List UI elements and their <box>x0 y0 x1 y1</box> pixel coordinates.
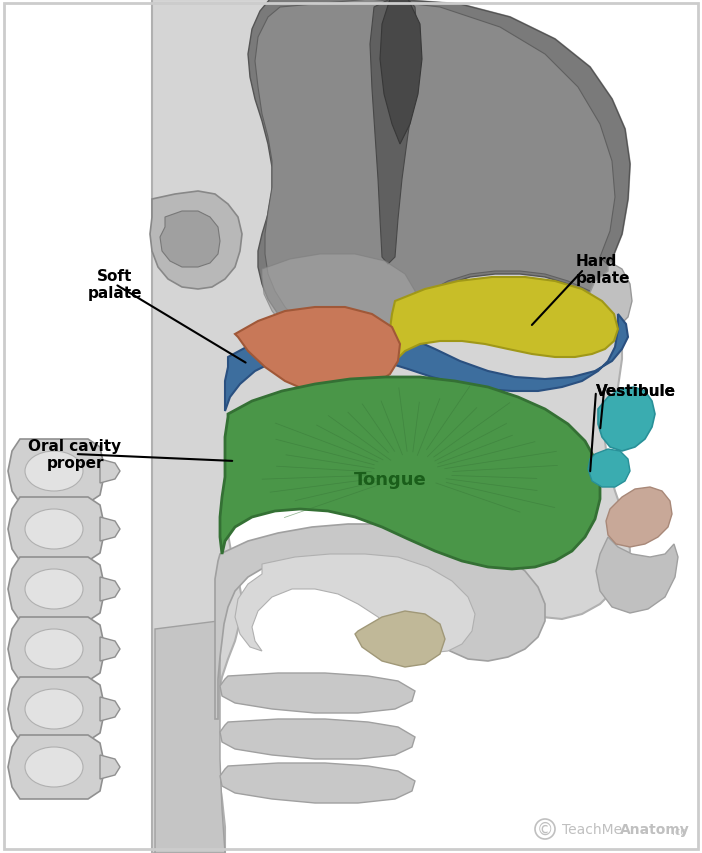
Polygon shape <box>220 719 415 759</box>
Polygon shape <box>100 577 120 601</box>
Polygon shape <box>598 387 655 451</box>
Polygon shape <box>355 612 445 667</box>
Ellipse shape <box>25 747 83 787</box>
Polygon shape <box>20 621 88 633</box>
Polygon shape <box>8 497 105 561</box>
Polygon shape <box>20 682 88 693</box>
Polygon shape <box>20 503 88 515</box>
Ellipse shape <box>25 451 83 491</box>
Text: .co: .co <box>672 826 687 836</box>
Polygon shape <box>20 741 88 753</box>
Polygon shape <box>8 618 105 682</box>
Polygon shape <box>100 755 120 779</box>
Text: Oral cavity
proper: Oral cavity proper <box>29 438 121 471</box>
Polygon shape <box>8 439 105 503</box>
Polygon shape <box>20 561 88 573</box>
Polygon shape <box>235 554 475 653</box>
Text: TeachMe: TeachMe <box>562 822 622 836</box>
Polygon shape <box>220 763 415 803</box>
Polygon shape <box>596 537 678 613</box>
Polygon shape <box>155 621 225 853</box>
Polygon shape <box>220 378 600 569</box>
Polygon shape <box>370 0 418 264</box>
Polygon shape <box>100 518 120 542</box>
Text: Soft
palate: Soft palate <box>88 269 143 301</box>
Text: Vestibule: Vestibule <box>596 384 676 399</box>
Ellipse shape <box>25 689 83 729</box>
Polygon shape <box>588 450 630 487</box>
Text: Anatomy: Anatomy <box>620 822 690 836</box>
Ellipse shape <box>25 509 83 549</box>
Ellipse shape <box>25 630 83 670</box>
Text: Tongue: Tongue <box>354 471 426 489</box>
Polygon shape <box>152 0 630 853</box>
Polygon shape <box>255 0 615 345</box>
Polygon shape <box>8 677 105 741</box>
Polygon shape <box>8 735 105 799</box>
Polygon shape <box>8 557 105 621</box>
Polygon shape <box>225 315 628 411</box>
Polygon shape <box>380 0 422 145</box>
Polygon shape <box>388 278 618 372</box>
Polygon shape <box>150 192 242 290</box>
Polygon shape <box>606 487 672 548</box>
Polygon shape <box>215 525 545 719</box>
Polygon shape <box>160 212 220 268</box>
Polygon shape <box>100 697 120 721</box>
Text: Vestibule: Vestibule <box>596 384 676 399</box>
Polygon shape <box>248 0 630 347</box>
Text: Hard
palate: Hard palate <box>576 253 630 286</box>
Polygon shape <box>262 255 415 351</box>
Polygon shape <box>100 460 120 484</box>
Text: ©: © <box>537 820 553 838</box>
Ellipse shape <box>25 569 83 609</box>
Polygon shape <box>100 637 120 661</box>
Polygon shape <box>588 262 632 332</box>
Polygon shape <box>220 673 415 713</box>
Polygon shape <box>235 308 400 395</box>
